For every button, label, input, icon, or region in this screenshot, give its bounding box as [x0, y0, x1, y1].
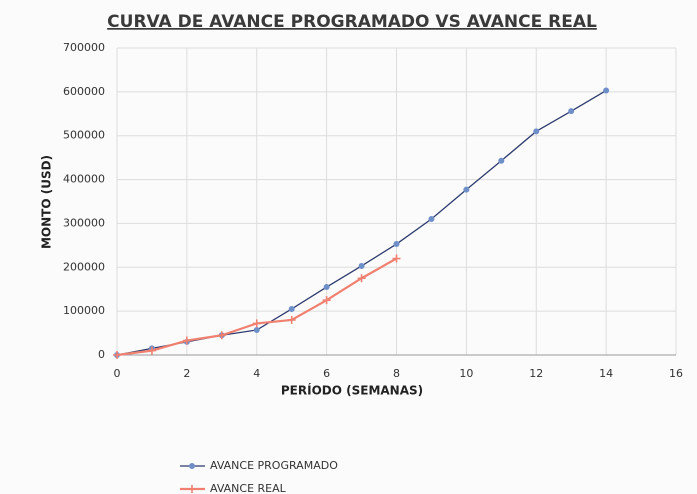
y-tick-label: 300000 [63, 216, 105, 229]
marker [358, 262, 365, 269]
marker [392, 254, 401, 263]
marker [603, 87, 610, 94]
y-tick-label: 600000 [63, 85, 105, 98]
marker [147, 346, 156, 355]
marker [113, 351, 121, 359]
marker [357, 274, 366, 283]
x-tick-label: 0 [114, 367, 121, 380]
x-axis-label: PERÍODO (SEMANAS) [281, 383, 423, 398]
legend-marker [188, 485, 196, 493]
x-tick-label: 6 [323, 367, 330, 380]
y-tick-label: 0 [98, 348, 105, 361]
legend-label: AVANCE PROGRAMADO [210, 459, 338, 472]
legend-marker [189, 463, 195, 469]
marker [252, 319, 261, 328]
x-tick-label: 12 [529, 367, 543, 380]
marker [287, 315, 296, 324]
marker [463, 186, 470, 193]
y-tick-label: 200000 [63, 260, 105, 273]
y-tick-label: 100000 [63, 304, 105, 317]
y-tick-label: 400000 [63, 173, 105, 186]
marker [288, 305, 295, 312]
x-tick-label: 16 [669, 367, 683, 380]
x-tick-label: 8 [393, 367, 400, 380]
marker [533, 128, 540, 135]
x-tick-label: 4 [253, 367, 260, 380]
y-tick-label: 500000 [63, 129, 105, 142]
marker [393, 241, 400, 248]
y-axis-label: MONTO (USD) [40, 155, 54, 249]
chart-title: CURVA DE AVANCE PROGRAMADO VS AVANCE REA… [107, 12, 597, 32]
x-tick-label: 10 [459, 367, 473, 380]
marker [323, 284, 330, 291]
y-tick-label: 700000 [63, 41, 105, 54]
x-tick-label: 2 [183, 367, 190, 380]
marker [322, 296, 331, 305]
marker [568, 108, 575, 115]
marker [253, 327, 260, 334]
marker [182, 336, 191, 345]
legend-label: AVANCE REAL [210, 482, 287, 494]
marker [217, 331, 226, 340]
marker [498, 157, 505, 164]
x-tick-label: 14 [599, 367, 613, 380]
marker [428, 216, 435, 223]
